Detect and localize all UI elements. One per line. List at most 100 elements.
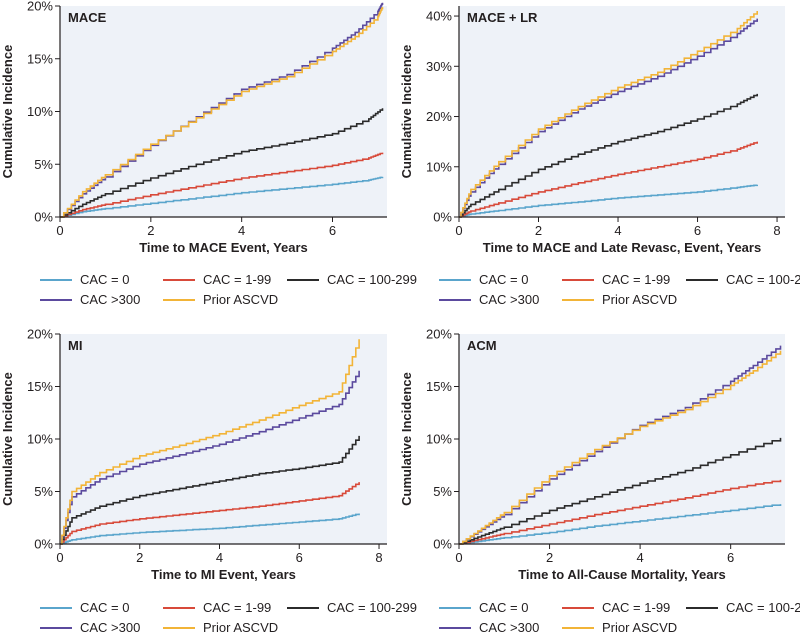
x-axis-label: Time to MACE and Late Revasc, Event, Yea…	[483, 240, 761, 255]
legend-item: Prior ASCVD	[562, 292, 677, 307]
legend-swatch	[686, 278, 718, 281]
legend-item: CAC >300	[40, 620, 140, 635]
x-tick-label: 4	[636, 550, 643, 565]
series-line-cac300	[60, 370, 360, 545]
series-line-cac100_299	[60, 108, 384, 218]
panel-label: MI	[68, 338, 82, 353]
y-tick-label: 10%	[426, 432, 452, 447]
series-line-cac1_99	[60, 482, 360, 545]
y-tick-label: 10%	[426, 159, 452, 174]
y-tick-label: 40%	[426, 9, 452, 24]
y-tick-label: 15%	[426, 379, 452, 394]
y-axis-label: Cumulative Incidence	[399, 372, 414, 506]
legend-item: CAC >300	[40, 292, 140, 307]
chart-panel-1: 0% 5% 10% 15% 20% 0 2 4 6 MACE Time to MACE Event,…	[0, 0, 387, 255]
legend-label: CAC = 100-299	[726, 272, 800, 287]
legend-label: CAC = 0	[479, 600, 529, 615]
legend-label: CAC = 1-99	[602, 600, 671, 615]
legend-label: Prior ASCVD	[203, 292, 279, 307]
series-line-cac0	[459, 504, 782, 545]
legend-item: CAC >300	[439, 292, 539, 307]
legend-swatch	[439, 606, 471, 609]
legend-panel-1: CAC = 0 CAC = 1-99 CAC = 100-299 CAC >300 Pr…	[40, 272, 417, 312]
legend-item: CAC = 1-99	[163, 600, 271, 615]
panel-label: MACE	[68, 10, 107, 25]
series-line-prior_ascvd	[60, 7, 384, 218]
legend-label: CAC >300	[80, 620, 141, 635]
y-tick-label: 5%	[34, 484, 53, 499]
x-axis-label: Time to MI Event, Years	[151, 567, 296, 582]
legend-swatch	[40, 606, 72, 609]
x-tick-label: 8	[375, 550, 382, 565]
x-tick-label: 2	[136, 550, 143, 565]
legend-label: CAC = 1-99	[203, 272, 272, 287]
legend-swatch	[163, 626, 195, 629]
y-tick-label: 20%	[426, 327, 452, 342]
legend-swatch	[287, 278, 319, 281]
series-line-cac1_99	[459, 141, 758, 218]
y-tick-label: 20%	[27, 327, 53, 342]
legend-panel-4: CAC = 0 CAC = 1-99 CAC = 100-299 CAC >300 Pr…	[439, 600, 800, 640]
y-tick-label: 0%	[34, 537, 53, 552]
x-tick-label: 0	[455, 550, 462, 565]
y-tick-label: 20%	[426, 109, 452, 124]
legend-item: CAC = 100-299	[686, 600, 800, 615]
legend-swatch	[686, 606, 718, 609]
y-tick-label: 0%	[34, 210, 53, 225]
legend-label: CAC = 100-299	[327, 600, 417, 615]
legend-item: CAC = 0	[439, 272, 529, 287]
legend-label: CAC = 0	[479, 272, 529, 287]
legend-item: CAC = 0	[40, 272, 130, 287]
legend-swatch	[287, 606, 319, 609]
series-line-cac0	[60, 513, 360, 545]
x-tick-label: 6	[727, 550, 734, 565]
x-tick-label: 2	[147, 223, 154, 238]
legend-label: CAC = 0	[80, 600, 130, 615]
x-tick-label: 8	[773, 223, 780, 238]
legend-label: CAC = 100-299	[726, 600, 800, 615]
y-axis-label: Cumulative Incidence	[399, 45, 414, 179]
legend-label: CAC = 1-99	[602, 272, 671, 287]
y-tick-label: 5%	[433, 484, 452, 499]
x-tick-label: 4	[216, 550, 223, 565]
series-line-cac1_99	[60, 152, 384, 218]
x-tick-label: 0	[455, 223, 462, 238]
x-tick-label: 6	[694, 223, 701, 238]
legend-label: CAC >300	[479, 292, 540, 307]
series-line-cac100_299	[459, 93, 758, 218]
legend-item: CAC = 1-99	[163, 272, 271, 287]
legend-label: CAC = 1-99	[203, 600, 272, 615]
series-line-cac1_99	[459, 479, 782, 545]
y-axis-label: Cumulative Incidence	[0, 45, 15, 179]
legend-label: CAC >300	[479, 620, 540, 635]
series-line-cac100_299	[459, 437, 782, 545]
legend-item: Prior ASCVD	[163, 620, 278, 635]
legend-swatch	[163, 278, 195, 281]
legend-item: CAC = 100-299	[287, 272, 417, 287]
legend-label: Prior ASCVD	[203, 620, 279, 635]
y-tick-label: 20%	[27, 0, 53, 14]
x-tick-label: 0	[56, 550, 63, 565]
legend-label: CAC >300	[80, 292, 141, 307]
legend-item: CAC = 0	[40, 600, 130, 615]
legend-label: Prior ASCVD	[602, 292, 678, 307]
legend-swatch	[562, 298, 594, 301]
series-line-prior_ascvd	[60, 339, 360, 545]
y-tick-label: 5%	[34, 157, 53, 172]
legend-item: Prior ASCVD	[163, 292, 278, 307]
panel-label: ACM	[467, 338, 497, 353]
legend-swatch	[562, 626, 594, 629]
legend-item: CAC = 1-99	[562, 600, 670, 615]
chart-panel-3: 0% 5% 10% 15% 20% 0 2 4 6 8 MI Time to MI Event, Ye…	[0, 327, 387, 582]
plot-background	[60, 334, 387, 544]
series-line-cac100_299	[60, 435, 360, 545]
legend-swatch	[562, 606, 594, 609]
legend-label: CAC = 0	[80, 272, 130, 287]
legend-label: CAC = 100-299	[327, 272, 417, 287]
series-line-cac0	[459, 184, 758, 218]
series-line-prior_ascvd	[459, 11, 758, 218]
y-tick-label: 0%	[433, 210, 452, 225]
y-tick-label: 10%	[27, 432, 53, 447]
chart-panel-4: 0% 5% 10% 15% 20% 0 2 4 6 ACM Time to All-Cause Mo…	[399, 327, 785, 582]
